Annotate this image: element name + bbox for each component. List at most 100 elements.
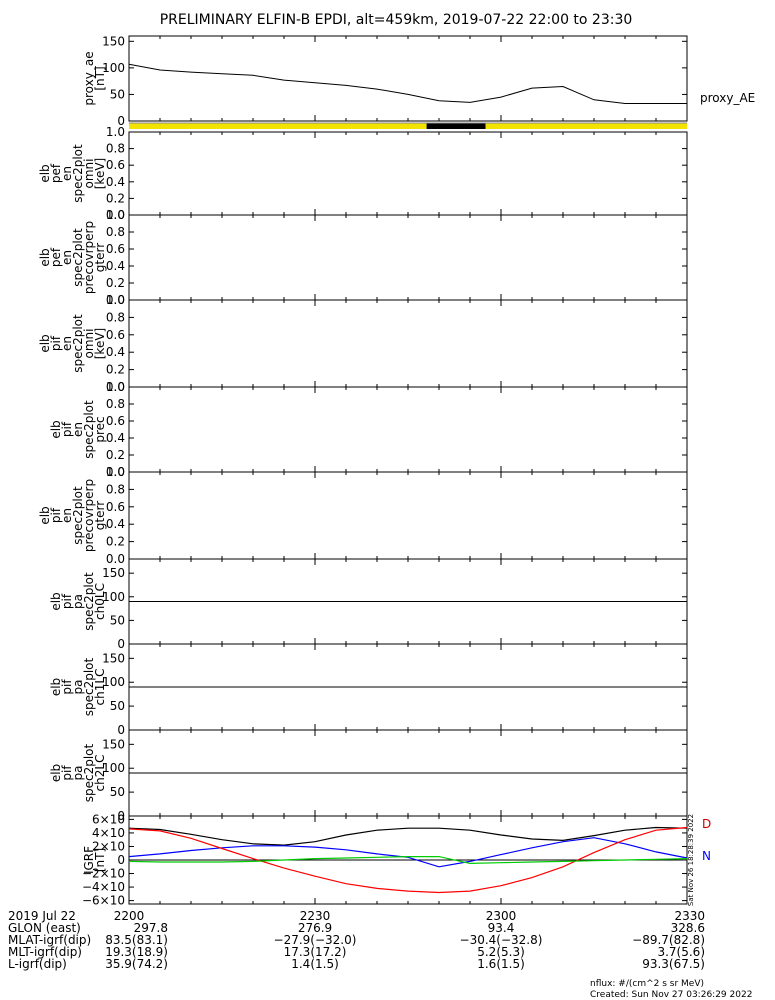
pif_prec-ylabel: prec (93, 416, 107, 442)
pif_precovrperp-ylabel: gterr (93, 501, 107, 530)
proxy_ae-ylabel: [nT] (93, 66, 107, 90)
pa_ch0LC-ylabel: ch0LC (93, 583, 107, 620)
pa_ch0LC-ylabel: pa (71, 594, 85, 609)
pa_ch1LC-ylabel: spec2plot (82, 657, 96, 716)
pef_omni-ylabel: elb (38, 164, 52, 182)
footer-row-value: 2200 (114, 909, 145, 923)
igrf-y-tick-label: −6×10 (82, 894, 125, 908)
footer-row-value: 17.3(17.2) (284, 945, 347, 959)
pif_precovrperp-y-tick-label: 0.4 (106, 517, 125, 531)
proxy_ae-y-tick-label: 100 (102, 61, 125, 75)
pif_omni-ylabel: pif (49, 335, 63, 351)
igrf-series-line (128, 837, 688, 868)
igrf-series-line (128, 826, 688, 894)
pa_ch1LC-y-tick-label: 50 (110, 699, 125, 713)
pef_omni-y-tick-label: 0.8 (106, 142, 125, 156)
pif_prec-frame (128, 386, 688, 473)
pa_ch0LC-ylabel: pif (60, 593, 74, 609)
pif_omni-y-tick-label: 0.4 (106, 345, 125, 359)
pif_precovrperp-y-tick-label: 0.8 (106, 482, 125, 496)
proxy_ae-ylabel: proxy_ae (82, 51, 96, 105)
igrf-side-timestamp: Sat Nov 26 18:28:39 2022 (687, 814, 695, 906)
igrf-y-tick-label: 2×10 (92, 839, 125, 853)
pif_omni-ylabel: en (60, 336, 74, 351)
ephemeris-bar-segment (426, 123, 486, 129)
pef_precovrperp-ylabel: elb (38, 248, 52, 266)
footer-row-label: L-igrf(dip) (8, 957, 67, 971)
proxy_ae-y-tick-label: 50 (110, 87, 125, 101)
pef_precovrperp-y-tick-label: 1.0 (106, 208, 125, 222)
footer-row-label: GLON (east) (8, 921, 81, 935)
pef_omni-y-tick-label: 0.6 (106, 158, 125, 172)
footer-row-value: 328.6 (671, 921, 705, 935)
pef_precovrperp-ylabel: precovrperp (82, 221, 96, 294)
pif_prec-y-tick-label: 0.8 (106, 397, 125, 411)
footer-row-value: 5.2(5.3) (477, 945, 525, 959)
footer-row-value: 2230 (300, 909, 331, 923)
pa_ch0LC-y-tick-label: 100 (102, 590, 125, 604)
panels: proxy_ae[nT]050100150proxy_AEelbpefenspe… (38, 34, 755, 907)
pef_omni-ylabel: omni (82, 159, 96, 189)
pef_precovrperp-y-tick-label: 0.4 (106, 259, 125, 273)
footer-row-value: 93.3(67.5) (642, 957, 705, 971)
pif_prec-ylabel: pif (60, 421, 74, 437)
pa_ch1LC-y-tick-label: 0 (117, 723, 125, 737)
pa_ch0LC-y-tick-label: 150 (102, 566, 125, 580)
created-timestamp: Created: Sun Nov 27 03:26:29 2022 (590, 990, 752, 1000)
pef_precovrperp-ylabel: gterr (93, 243, 107, 272)
igrf-legend-d: D (702, 817, 711, 831)
pif_omni-ylabel: elb (38, 334, 52, 352)
pef_omni-y-tick-label: 0.4 (106, 175, 125, 189)
pa_ch2LC-y-tick-label: 100 (102, 761, 125, 775)
igrf-y-tick-label: −2×10 (82, 867, 125, 881)
igrf-y-tick-label: 4×10 (92, 826, 125, 840)
footer-row-label: 2019 Jul 22 (8, 909, 76, 923)
pef_omni-y-tick-label: 1.0 (106, 125, 125, 139)
pa_ch0LC-ylabel: spec2plot (82, 572, 96, 631)
pa_ch1LC-ylabel: elb (49, 678, 63, 696)
pif_prec-ylabel: elb (49, 420, 63, 438)
pif_omni-y-tick-label: 0.0 (106, 380, 125, 394)
pef_omni-y-tick-label: 0.0 (106, 208, 125, 222)
pa_ch2LC-y-tick-label: 0 (117, 809, 125, 823)
footer-row-value: 1.6(1.5) (477, 957, 525, 971)
igrf-y-tick-label: −4×10 (82, 880, 125, 894)
ephemeris-footer: 2019 Jul 22 2200 2230 2300 2330 GLON (east) 29… (8, 909, 752, 1000)
pef_precovrperp-frame (128, 214, 688, 301)
proxy_ae-y-tick-label: 150 (102, 34, 125, 48)
pa_ch2LC-ylabel: pif (60, 765, 74, 781)
footer-row-value: 19.3(18.9) (105, 945, 168, 959)
pif_precovrperp-y-tick-label: 0.2 (106, 535, 125, 549)
pef_precovrperp-y-tick-label: 0.8 (106, 225, 125, 239)
footer-row-value: 35.9(74.2) (105, 957, 168, 971)
pef_precovrperp-ylabel: spec2plot (71, 228, 85, 287)
pif_precovrperp-y-tick-label: 0.0 (106, 552, 125, 566)
pif_precovrperp-ylabel: en (60, 508, 74, 523)
pif_omni-ylabel: omni (82, 329, 96, 359)
pa_ch2LC-ylabel: spec2plot (82, 743, 96, 802)
footer-row-value: −30.4(−32.8) (460, 933, 543, 947)
nflux-units: nflux: #/(cm^2 s sr MeV) (590, 979, 704, 989)
proxy-ae-legend: proxy_AE (700, 91, 755, 105)
pif_prec-y-tick-label: 0.4 (106, 431, 125, 445)
pa_ch1LC-y-tick-label: 100 (102, 675, 125, 689)
igrf-ylabel: IGRF (82, 846, 96, 874)
pef_omni-ylabel: pef (49, 163, 63, 183)
ephemeris-bar-segment (485, 123, 687, 129)
pa_ch1LC-ylabel: pa (71, 680, 85, 695)
pa_ch0LC-y-tick-label: 0 (117, 637, 125, 651)
pif_omni-y-tick-label: 0.8 (106, 310, 125, 324)
pef_precovrperp-y-tick-label: 0.2 (106, 276, 125, 290)
panel-ephemeris_bar (129, 122, 687, 129)
igrf-ylabel: [nT] (93, 848, 107, 872)
pef_precovrperp-y-tick-label: 0.0 (106, 293, 125, 307)
pif_precovrperp-ylabel: spec2plot (71, 486, 85, 545)
proxy_ae-frame (128, 35, 688, 122)
footer-row-value: 3.7(5.6) (657, 945, 705, 959)
